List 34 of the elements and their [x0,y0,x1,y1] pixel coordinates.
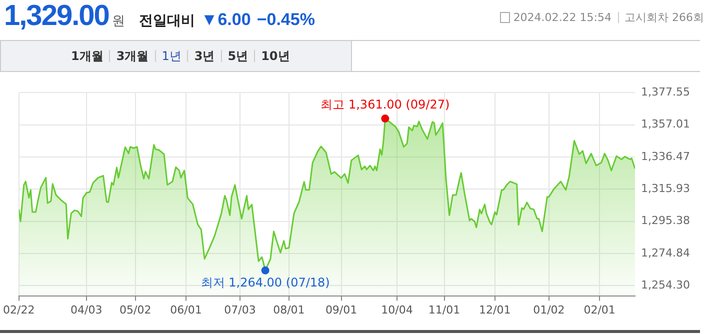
text: 전일대비 [138,12,195,30]
x-tick-label: 06/01 [170,303,202,316]
text: 2024.02.22 15:54 [513,11,612,24]
x-tick-label: 01/02 [533,303,565,316]
x-tick-label: 11/01 [428,303,460,316]
x-tick-label: 09/01 [325,303,358,316]
text: 원 [112,13,125,30]
x-tick-label: 02/01 [584,303,616,316]
y-tick-label: 1,336.47 [641,150,690,163]
x-tick-label: 05/02 [119,303,152,316]
text: 고시회차 266회 [624,10,704,25]
text: ▼6.00 [200,10,251,30]
x-tick-label: 04/03 [70,303,102,316]
text: 3년 [187,49,221,63]
y-tick-label: 1,274.84 [641,246,690,260]
text: 1년 [154,49,188,63]
x-tick-label: 12/01 [479,303,511,316]
y-tick-label: 1,377.55 [641,85,690,98]
text: 1개월 [70,49,104,63]
text: −0.45% [256,10,315,30]
annotation: 최고 1,361.00 (09/27) [320,98,450,112]
text: 5년 [220,49,254,63]
text: 3개월 [109,49,155,63]
y-tick-label: 1,254.30 [641,278,690,292]
x-tick-label: 10/04 [381,303,413,316]
x-tick-label: 02/22 [3,303,35,316]
y-tick-label: 1,315.93 [641,182,690,195]
annotation: 최저 1,264.00 (07/18) [200,276,330,290]
x-tick-label: 07/03 [224,303,256,316]
chart-title: 1,329.00 [4,0,109,33]
y-tick-label: 1,295.38 [641,214,690,228]
text: 10년 [254,49,296,63]
x-tick-label: 08/01 [273,303,305,316]
y-tick-label: 1,357.01 [641,118,690,131]
